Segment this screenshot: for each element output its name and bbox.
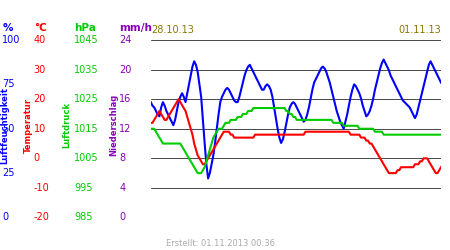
Text: mm/h: mm/h bbox=[119, 23, 152, 33]
Text: °C: °C bbox=[34, 23, 46, 33]
Text: 985: 985 bbox=[74, 212, 93, 222]
Text: 995: 995 bbox=[74, 183, 93, 193]
Text: -20: -20 bbox=[34, 212, 50, 222]
Text: 01.11.13: 01.11.13 bbox=[398, 25, 441, 35]
Text: Luftfeuchtigkeit: Luftfeuchtigkeit bbox=[0, 86, 9, 164]
Text: 4: 4 bbox=[119, 183, 126, 193]
Text: 100: 100 bbox=[2, 35, 21, 45]
Text: 16: 16 bbox=[119, 94, 131, 104]
Text: 0: 0 bbox=[2, 212, 9, 222]
Text: 24: 24 bbox=[119, 35, 131, 45]
Text: 1025: 1025 bbox=[74, 94, 99, 104]
Text: 10: 10 bbox=[34, 124, 46, 134]
Text: -10: -10 bbox=[34, 183, 50, 193]
Text: 28.10.13: 28.10.13 bbox=[151, 25, 194, 35]
Text: 1015: 1015 bbox=[74, 124, 99, 134]
Text: 12: 12 bbox=[119, 124, 131, 134]
Text: %: % bbox=[2, 23, 13, 33]
Text: hPa: hPa bbox=[74, 23, 96, 33]
Text: Niederschlag: Niederschlag bbox=[109, 94, 118, 156]
Text: 1035: 1035 bbox=[74, 64, 99, 74]
Text: 75: 75 bbox=[2, 80, 15, 90]
Text: 40: 40 bbox=[34, 35, 46, 45]
Text: 20: 20 bbox=[119, 64, 131, 74]
Text: 1045: 1045 bbox=[74, 35, 99, 45]
Text: 0: 0 bbox=[34, 153, 40, 163]
Text: 8: 8 bbox=[119, 153, 126, 163]
Text: 25: 25 bbox=[2, 168, 15, 178]
Text: 20: 20 bbox=[34, 94, 46, 104]
Text: Erstellt: 01.11.2013 00:36: Erstellt: 01.11.2013 00:36 bbox=[166, 238, 275, 248]
Text: Luftdruck: Luftdruck bbox=[62, 102, 71, 148]
Text: Temperatur: Temperatur bbox=[23, 98, 32, 152]
Text: 1005: 1005 bbox=[74, 153, 99, 163]
Text: 0: 0 bbox=[119, 212, 126, 222]
Text: 50: 50 bbox=[2, 124, 14, 134]
Text: 30: 30 bbox=[34, 64, 46, 74]
